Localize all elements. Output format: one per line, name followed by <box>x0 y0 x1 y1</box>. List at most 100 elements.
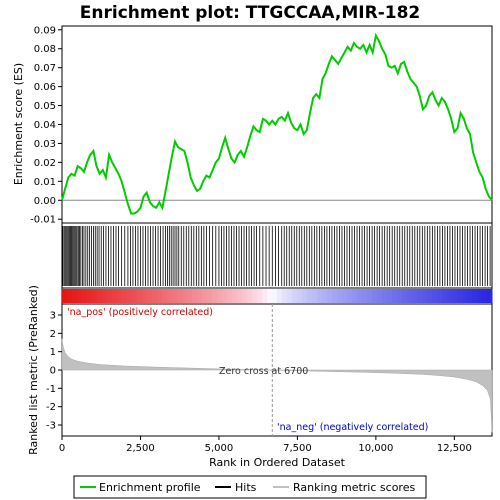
colorbar-segment <box>302 289 308 303</box>
colorbar-segment <box>397 289 403 303</box>
es-y-tick-label: 0.08 <box>34 44 56 55</box>
rank-colorbar-gradient <box>62 289 493 303</box>
legend-hits-label: Hits <box>235 481 257 494</box>
legend-metric-label: Ranking metric scores <box>293 481 415 494</box>
colorbar-segment <box>327 289 333 303</box>
colorbar-segment <box>332 289 338 303</box>
colorbar-segment <box>432 289 438 303</box>
colorbar-segment <box>147 289 153 303</box>
enrichment-profile-line <box>61 32 493 215</box>
neg-label: 'na_neg' (negatively correlated) <box>277 422 428 433</box>
es-y-tick-label: 0.01 <box>34 177 56 188</box>
colorbar-segment <box>362 289 368 303</box>
x-tick-label: 0 <box>59 443 65 454</box>
metric-y-tick-label: 3 <box>50 311 56 322</box>
x-tick-label: 12,500 <box>437 443 472 454</box>
colorbar-segment <box>317 289 323 303</box>
colorbar-segment <box>172 289 178 303</box>
colorbar-segment <box>392 289 398 303</box>
es-y-tick-label: 0.09 <box>34 25 56 36</box>
x-tick-label: 10,000 <box>358 443 393 454</box>
metric-y-tick-label: -1 <box>46 384 56 395</box>
metric-y-tick-label: 1 <box>50 347 56 358</box>
colorbar-segment <box>252 289 258 303</box>
metric-y-tick-label: -2 <box>46 402 56 413</box>
es-y-tick-label: 0.00 <box>34 196 56 207</box>
colorbar-segment <box>297 289 303 303</box>
colorbar-segment <box>442 289 448 303</box>
colorbar-segment <box>307 289 313 303</box>
colorbar-segment <box>232 289 238 303</box>
colorbar-segment <box>422 289 428 303</box>
colorbar-segment <box>217 289 223 303</box>
es-panel <box>61 25 493 224</box>
es-y-ticks: -0.01 0.00 0.01 0.02 0.03 0.04 0.05 0.06 0.07 0.0… <box>30 25 62 226</box>
colorbar-segment <box>117 289 123 303</box>
metric-y-ticks: -3 -2 -1 0 1 2 3 <box>46 311 62 432</box>
colorbar-segment <box>377 289 383 303</box>
colorbar-segment <box>167 289 173 303</box>
colorbar-segment <box>142 289 148 303</box>
metric-y-axis-label: Ranked list metric (PreRanked) <box>27 285 40 455</box>
colorbar-segment <box>292 289 298 303</box>
colorbar-segment <box>72 289 78 303</box>
colorbar-segment <box>157 289 163 303</box>
colorbar-segment <box>472 289 478 303</box>
colorbar-segment <box>92 289 98 303</box>
colorbar-segment <box>407 289 413 303</box>
colorbar-segment <box>272 289 278 303</box>
legend-profile-label: Enrichment profile <box>99 481 201 494</box>
colorbar-segment <box>437 289 443 303</box>
es-y-tick-label: 0.03 <box>34 139 56 150</box>
colorbar-segment <box>237 289 243 303</box>
colorbar-segment <box>202 289 208 303</box>
colorbar-segment <box>287 289 293 303</box>
hits-panel <box>61 222 493 289</box>
colorbar-segment <box>447 289 453 303</box>
colorbar-segment <box>247 289 253 303</box>
colorbar-segment <box>277 289 283 303</box>
colorbar-segment <box>477 289 483 303</box>
colorbar-segment <box>262 289 268 303</box>
colorbar-segment <box>282 289 288 303</box>
x-tick-label: 7,500 <box>283 443 312 454</box>
colorbar-segment <box>412 289 418 303</box>
legend-box <box>73 475 427 499</box>
colorbar-segment <box>227 289 233 303</box>
colorbar-segment <box>462 289 468 303</box>
colorbar-segment <box>267 289 273 303</box>
es-y-tick-label: -0.01 <box>30 215 56 226</box>
colorbar-segment <box>342 289 348 303</box>
hit-lines <box>62 226 491 286</box>
colorbar-segment <box>467 289 473 303</box>
x-ticks: 0 2,500 5,000 7,500 10,000 12,500 <box>59 436 472 454</box>
colorbar-segment <box>487 289 493 303</box>
es-y-tick-label: 0.05 <box>34 101 56 112</box>
chart-title: Enrichment plot: TTGCCAA,MIR-182 <box>80 3 420 23</box>
colorbar-segment <box>67 289 73 303</box>
colorbar-segment <box>62 289 68 303</box>
colorbar-segment <box>417 289 423 303</box>
colorbar-segment <box>102 289 108 303</box>
colorbar-segment <box>322 289 328 303</box>
es-y-tick-label: 0.04 <box>34 120 56 131</box>
colorbar-segment <box>132 289 138 303</box>
zero-cross-label: Zero cross at 6700 <box>219 366 308 377</box>
colorbar-segment <box>87 289 93 303</box>
colorbar-segment <box>137 289 143 303</box>
colorbar-segment <box>372 289 378 303</box>
es-y-tick-label: 0.02 <box>34 158 56 169</box>
colorbar-segment <box>357 289 363 303</box>
colorbar-segment <box>192 289 198 303</box>
colorbar-segment <box>382 289 388 303</box>
colorbar-segment <box>97 289 103 303</box>
x-tick-label: 5,000 <box>205 443 234 454</box>
colorbar-segment <box>257 289 263 303</box>
es-y-axis-label: Enrichment score (ES) <box>12 63 25 185</box>
colorbar-segment <box>152 289 158 303</box>
colorbar-segment <box>242 289 248 303</box>
colorbar-segment <box>197 289 203 303</box>
colorbar-segment <box>177 289 183 303</box>
colorbar-segment <box>127 289 133 303</box>
